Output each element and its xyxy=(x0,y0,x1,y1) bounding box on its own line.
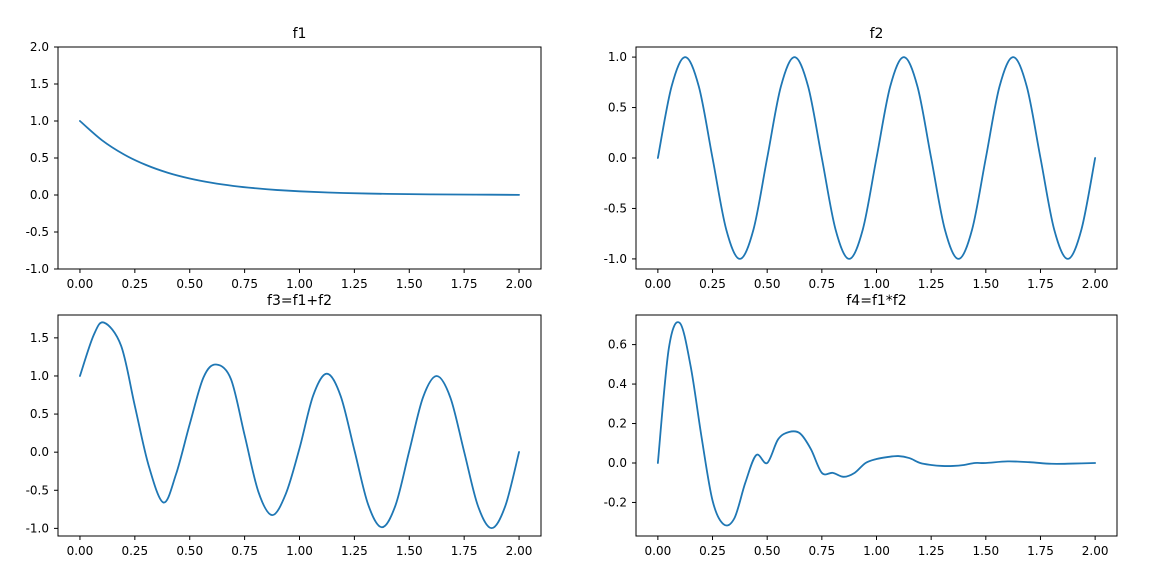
y-tick-label: -0.2 xyxy=(604,495,627,509)
subplot-3: f3=f1+f2 0.00 0.25 0.50 0.75 1.00 1.25 1.50 1.75… xyxy=(26,293,542,558)
y-tick-label: 0.5 xyxy=(30,151,49,165)
x-tick-label: 1.25 xyxy=(918,277,945,291)
subplot-1: f1 0.00 0.25 0.50 0.75 1.00 1.25 1.50 1.75 2.00 -1… xyxy=(26,26,542,291)
x-tick-label: 1.25 xyxy=(918,544,945,558)
x-tick-label: 1.50 xyxy=(396,277,423,291)
x-tick-label: 0.75 xyxy=(231,544,258,558)
y-tick-label: 0.5 xyxy=(30,407,49,421)
x-tick-label: 2.00 xyxy=(506,544,533,558)
x-tick-label: 0.50 xyxy=(176,277,203,291)
y-tick-label: 0.0 xyxy=(608,456,627,470)
y-tick-label: -0.5 xyxy=(26,483,49,497)
x-tick-label: 1.75 xyxy=(451,277,478,291)
x-tick-label: 0.50 xyxy=(176,544,203,558)
axes-frame xyxy=(635,314,1118,537)
y-tick-label: -1.0 xyxy=(26,262,49,276)
x-tick-label: 1.75 xyxy=(1027,544,1054,558)
x-tick-label: 0.50 xyxy=(754,277,781,291)
y-tick-label: -0.5 xyxy=(604,201,627,215)
y-tick-label: -1.0 xyxy=(26,521,49,535)
subplot-2: f2 0.00 0.25 0.50 0.75 1.00 1.25 1.50 1.75 2.00 -1… xyxy=(604,26,1118,291)
x-tick-label: 0.50 xyxy=(754,544,781,558)
y-tick-label: 0.4 xyxy=(608,377,627,391)
y-tick-label: 0.2 xyxy=(608,417,627,431)
x-tick-label: 1.50 xyxy=(396,544,423,558)
series-line-1 xyxy=(79,120,520,196)
x-tick-label: 0.00 xyxy=(67,277,94,291)
x-tick-label: 0.00 xyxy=(645,544,672,558)
x-tick-label: 0.25 xyxy=(699,544,726,558)
x-tick-label: 0.25 xyxy=(121,277,148,291)
x-tick-label: 1.50 xyxy=(972,277,999,291)
x-tick-label: 0.25 xyxy=(121,544,148,558)
x-tick-label: 1.50 xyxy=(972,544,999,558)
y-tick-label: 0.5 xyxy=(608,101,627,115)
y-tick-label: 1.0 xyxy=(30,114,49,128)
x-tick-label: 0.75 xyxy=(808,277,835,291)
series-line-1 xyxy=(656,321,1097,527)
chart-title: f1 xyxy=(293,26,307,42)
y-tick-label: 1.5 xyxy=(30,331,49,345)
y-tick-label: 0.0 xyxy=(30,188,49,202)
series-line-1 xyxy=(79,321,520,530)
axes-frame xyxy=(57,314,542,537)
chart-title: f4=f1*f2 xyxy=(846,293,906,309)
x-tick-label: 0.25 xyxy=(699,277,726,291)
x-tick-label: 1.75 xyxy=(1027,277,1054,291)
x-tick-label: 1.25 xyxy=(341,544,368,558)
chart-title: f2 xyxy=(870,26,884,42)
x-tick-label: 0.75 xyxy=(231,277,258,291)
y-tick-label: 1.0 xyxy=(608,50,627,64)
x-tick-label: 2.00 xyxy=(1082,277,1109,291)
y-tick-label: -0.5 xyxy=(26,225,49,239)
x-tick-label: 1.00 xyxy=(286,544,313,558)
x-tick-label: 1.25 xyxy=(341,277,368,291)
x-tick-label: 1.00 xyxy=(863,544,890,558)
x-tick-label: 0.00 xyxy=(645,277,672,291)
y-tick-label: 1.0 xyxy=(30,369,49,383)
x-tick-label: 1.00 xyxy=(863,277,890,291)
y-tick-label: 0.6 xyxy=(608,338,627,352)
chart-title: f3=f1+f2 xyxy=(267,293,332,309)
x-tick-label: 0.00 xyxy=(67,544,94,558)
y-tick-label: 0.0 xyxy=(608,151,627,165)
y-tick-label: 0.0 xyxy=(30,445,49,459)
x-tick-label: 2.00 xyxy=(1082,544,1109,558)
x-tick-label: 0.75 xyxy=(808,544,835,558)
y-tick-label: 2.0 xyxy=(30,40,49,54)
y-tick-label: 1.5 xyxy=(30,77,49,91)
subplot-4: f4=f1*f2 0.00 0.25 0.50 0.75 1.00 1.25 1.50 1.75… xyxy=(604,293,1118,558)
series-line-1 xyxy=(656,56,1097,260)
x-tick-label: 1.00 xyxy=(286,277,313,291)
y-tick-label: -1.0 xyxy=(604,252,627,266)
x-tick-label: 1.75 xyxy=(451,544,478,558)
x-tick-label: 2.00 xyxy=(506,277,533,291)
